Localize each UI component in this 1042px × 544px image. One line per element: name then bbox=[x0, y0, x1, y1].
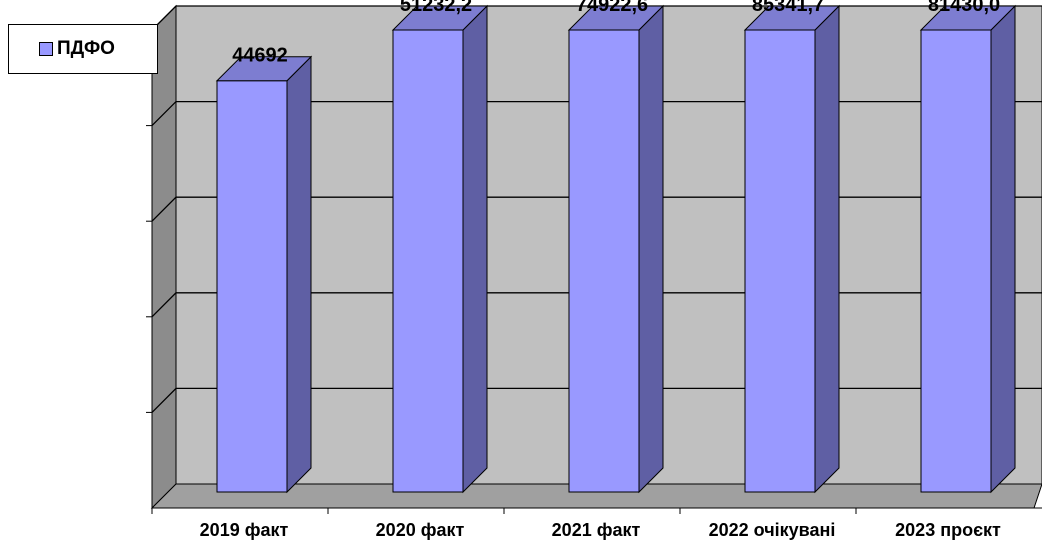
legend-label: ПДФО bbox=[57, 38, 115, 59]
data-label: 74922,6 bbox=[576, 0, 648, 16]
data-label: 81430,0 bbox=[928, 0, 1000, 16]
chart-side-wall bbox=[151, 4, 177, 510]
bar-front bbox=[568, 29, 640, 493]
bar-side bbox=[814, 4, 840, 494]
chart-bars bbox=[215, 4, 1017, 494]
bar-top bbox=[215, 56, 313, 82]
x-tick-label: 2022 очікувані bbox=[709, 520, 836, 540]
chart-data-labels: 44692 51232,2 74922,6 85341,7 81430,0 bbox=[232, 0, 1000, 67]
data-label: 85341,7 bbox=[752, 0, 824, 16]
chart-legend: ПДФО bbox=[8, 24, 158, 74]
x-axis-tick-labels: 2019 факт 2020 факт 2021 факт 2022 очікуван… bbox=[151, 508, 1001, 540]
x-tick-label: 2019 факт bbox=[200, 520, 289, 540]
legend-swatch bbox=[39, 42, 53, 56]
bar-top bbox=[919, 5, 1017, 31]
x-tick-label: 2021 факт bbox=[552, 520, 641, 540]
bar-top bbox=[391, 5, 489, 31]
data-label: 44692 bbox=[232, 45, 288, 67]
bar-side bbox=[990, 4, 1016, 494]
gridline bbox=[151, 5, 1042, 31]
bar-top bbox=[567, 5, 665, 31]
bar-front bbox=[920, 29, 992, 493]
x-tick-label: 2023 проєкт bbox=[895, 520, 1001, 540]
bar-side bbox=[638, 4, 664, 494]
data-label: 51232,2 bbox=[400, 0, 472, 16]
bar-side bbox=[462, 4, 488, 494]
bar-top bbox=[743, 5, 841, 31]
x-tick-label: 2020 факт bbox=[376, 520, 465, 540]
bar-front bbox=[216, 80, 288, 493]
bar-front bbox=[392, 29, 464, 493]
bar-front bbox=[744, 29, 816, 493]
bar-side bbox=[286, 55, 312, 494]
